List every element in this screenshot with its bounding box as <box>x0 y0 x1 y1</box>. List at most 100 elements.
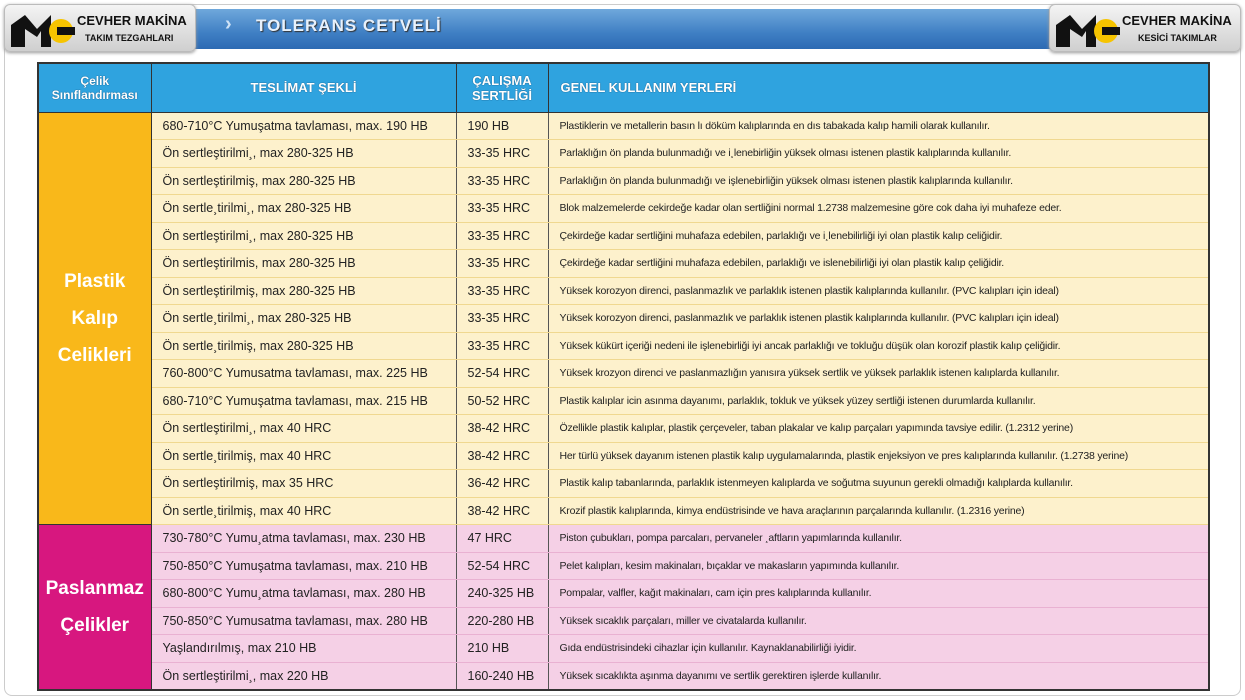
usage-cell: Çekirdeğe kadar sertliğini muhafaza edeb… <box>547 222 1209 250</box>
hardness-cell: 38-42 HRC <box>455 497 548 525</box>
delivery-cell: 750-850°C Yumuşatma tavlaması, max. 210 … <box>150 552 456 580</box>
table-row: 680-800°C Yumu¸atma tavlaması, max. 280 … <box>38 579 1209 608</box>
cevher-logo-icon <box>11 15 75 47</box>
logo-sub: KESİCİ TAKIMLAR <box>1138 33 1217 43</box>
usage-cell: Plastiklerin ve metallerin basın lı dökü… <box>547 112 1209 140</box>
delivery-cell: 680-710°C Yumuşatma tavlaması, max. 190 … <box>150 112 456 140</box>
usage-cell: Pompalar, valfler, kağıt makinaları, cam… <box>547 579 1209 608</box>
cevher-logo-icon <box>1056 15 1120 47</box>
delivery-cell: Ön sertle¸tirilmi¸, max 280-325 HB <box>150 304 456 333</box>
table-row: Ön sertle¸tirilmiş, max 40 HRC 38-42 HRC K… <box>38 497 1209 525</box>
hardness-cell: 33-35 HRC <box>455 167 548 195</box>
col-header-hardness: ÇALIŞMA SERTLİĞİ <box>455 62 549 113</box>
delivery-cell: 730-780°C Yumu¸atma tavlaması, max. 230 … <box>150 524 456 553</box>
usage-cell: Plastik kalıp tabanlarında, parlaklık is… <box>547 469 1209 498</box>
usage-cell: Krozif plastik kalıplarında, kimya endüs… <box>547 497 1209 525</box>
hardness-cell: 52-54 HRC <box>455 359 548 388</box>
usage-cell: Özellikle plastik kalıplar, plastik çerç… <box>547 414 1209 443</box>
delivery-cell: Ön sertle¸tirilmiş, max 40 HRC <box>150 442 456 470</box>
table-row: Ön sertleştirilmi¸, max 280-325 HB 33-35 … <box>38 139 1209 168</box>
logo-name: CEVHER MAKİNA <box>1122 13 1232 28</box>
table-row: Ön sertleştirilmiş, max 280-325 HB 33-35 … <box>38 167 1209 195</box>
table-row: Ön sertle¸tirilmi¸, max 280-325 HB 33-35 … <box>38 194 1209 223</box>
hardness-cell: 160-240 HB <box>455 662 548 690</box>
usage-cell: Yüksek sıcaklık parçaları, miller ve civ… <box>547 607 1209 635</box>
usage-cell: Pelet kalıpları, kesim makinaları, bıçak… <box>547 552 1209 580</box>
delivery-cell: Ön sertleştirilmi¸, max 280-325 HB <box>150 222 456 250</box>
usage-cell: Her türlü yüksek dayanım istenen plastik… <box>547 442 1209 470</box>
usage-cell: Parlaklığın ön planda bulunmadığı ve işl… <box>547 167 1209 195</box>
page-title: TOLERANS CETVELİ <box>256 16 442 35</box>
table-row: 680-710°C Yumuşatma tavlaması, max. 215 … <box>38 387 1209 415</box>
delivery-cell: 750-850°C Yumusatma tavlaması, max. 280 … <box>150 607 456 635</box>
title-bar: › TOLERANS CETVELİ <box>190 9 1050 49</box>
usage-cell: Çekirdeğe kadar sertliğini muhafaza edeb… <box>547 249 1209 278</box>
delivery-cell: 680-800°C Yumu¸atma tavlaması, max. 280 … <box>150 579 456 608</box>
hardness-cell: 33-35 HRC <box>455 304 548 333</box>
delivery-cell: Ön sertle¸tirilmiş, max 40 HRC <box>150 497 456 525</box>
table-row: 750-850°C Yumusatma tavlaması, max. 280 … <box>38 607 1209 635</box>
table-row: 760-800°C Yumusatma tavlaması, max. 225 … <box>38 359 1209 388</box>
hardness-cell: 33-35 HRC <box>455 194 548 223</box>
hardness-cell: 33-35 HRC <box>455 277 548 305</box>
delivery-cell: Ön sertleştirilmiş, max 280-325 HB <box>150 277 456 305</box>
delivery-cell: Yaşlandırılmış, max 210 HB <box>150 634 456 663</box>
delivery-cell: Ön sertleştirilmi¸, max 220 HB <box>150 662 456 690</box>
table-row: Plastik Kalıp Celikleri 680-710°C Yumuşat… <box>37 111 1209 525</box>
hardness-cell: 190 HB <box>455 112 548 140</box>
delivery-cell: Ön sertleştirilmis, max 280-325 HB <box>150 249 456 278</box>
hardness-cell: 220-280 HB <box>455 607 548 635</box>
hardness-cell: 36-42 HRC <box>455 469 548 498</box>
table-row: Ön sertleştirilmi¸, max 280-325 HB 33-35 … <box>38 222 1209 250</box>
hardness-cell: 47 HRC <box>455 524 548 553</box>
logo-right: CEVHER MAKİNA KESİCİ TAKIMLAR <box>1049 4 1241 52</box>
category-cell: Plastik Kalıp Celikleri <box>37 111 152 525</box>
table-row: Ön sertleştirilmiş, max 35 HRC 36-42 HRC P… <box>38 469 1209 498</box>
usage-cell: Yüksek kükürt içeriği nedeni ile işleneb… <box>547 332 1209 360</box>
delivery-cell: Ön sertle¸tirilmi¸, max 280-325 HB <box>150 194 456 223</box>
delivery-cell: Ön sertleştirilmi¸, max 40 HRC <box>150 414 456 443</box>
table-row: 750-850°C Yumuşatma tavlaması, max. 210 … <box>38 552 1209 580</box>
usage-cell: Yüksek korozyon direnci, paslanmazlık ve… <box>547 277 1209 305</box>
table-row: Paslanmaz Çelikler 730-780°C Yumu¸atma ta… <box>37 524 1209 690</box>
tolerance-table: Çelik Sınıflandırması TESLİMAT ŞEKLİ ÇAL… <box>37 62 1210 691</box>
usage-cell: Gıda endüstrisindeki cihazlar için kulla… <box>547 634 1209 663</box>
usage-cell: Yüksek korozyon direnci, paslanmazlık ve… <box>547 304 1209 333</box>
hardness-cell: 38-42 HRC <box>455 442 548 470</box>
usage-cell: Blok malzemelerde cekirdeğe kadar olan s… <box>547 194 1209 223</box>
usage-cell: Parlaklığın ön planda bulunmadığı ve i¸l… <box>547 139 1209 168</box>
delivery-cell: 680-710°C Yumuşatma tavlaması, max. 215 … <box>150 387 456 415</box>
delivery-cell: Ön sertleştirilmiş, max 35 HRC <box>150 469 456 498</box>
delivery-cell: Ön sertleştirilmi¸, max 280-325 HB <box>150 139 456 168</box>
hardness-cell: 240-325 HB <box>455 579 548 608</box>
delivery-cell: Ön sertle¸tirilmiş, max 280-325 HB <box>150 332 456 360</box>
col-header-delivery: TESLİMAT ŞEKLİ <box>150 62 457 113</box>
delivery-cell: Ön sertleştirilmiş, max 280-325 HB <box>150 167 456 195</box>
table-row: Ön sertle¸tirilmiş, max 280-325 HB 33-35 … <box>38 332 1209 360</box>
usage-cell: Yüksek sıcaklıkta aşınma dayanımı ve ser… <box>547 662 1209 690</box>
table-row: Ön sertleştirilmis, max 280-325 HB 33-35 … <box>38 249 1209 278</box>
table-row: Ön sertleştirilmi¸, max 40 HRC 38-42 HRC Ö… <box>38 414 1209 443</box>
table-row: Ön sertleştirilmi¸, max 220 HB 160-240 HB… <box>38 662 1209 690</box>
hardness-cell: 33-35 HRC <box>455 139 548 168</box>
category-cell: Paslanmaz Çelikler <box>37 524 152 690</box>
table-row: Yaşlandırılmış, max 210 HB 210 HB Gıda end… <box>38 634 1209 663</box>
col-header-usage: GENEL KULLANIM YERLERİ <box>547 62 1210 113</box>
usage-cell: Yüksek krozyon direnci ve paslanmazlığın… <box>547 359 1209 388</box>
table-row: Ön sertle¸tirilmi¸, max 280-325 HB 33-35 … <box>38 304 1209 333</box>
col-header-class: Çelik Sınıflandırması <box>37 62 152 113</box>
hardness-cell: 33-35 HRC <box>455 332 548 360</box>
logo-name: CEVHER MAKİNA <box>77 13 187 28</box>
logo-sub: TAKIM TEZGAHLARI <box>85 33 174 43</box>
hardness-cell: 38-42 HRC <box>455 414 548 443</box>
usage-cell: Piston çubukları, pompa parcaları, perva… <box>547 524 1209 553</box>
hardness-cell: 33-35 HRC <box>455 249 548 278</box>
hardness-cell: 33-35 HRC <box>455 222 548 250</box>
table-row: Ön sertleştirilmiş, max 280-325 HB 33-35 … <box>38 277 1209 305</box>
usage-cell: Plastik kalıplar icin asınma dayanımı, p… <box>547 387 1209 415</box>
hardness-cell: 50-52 HRC <box>455 387 548 415</box>
table-row: Ön sertle¸tirilmiş, max 40 HRC 38-42 HRC H… <box>38 442 1209 470</box>
hardness-cell: 210 HB <box>455 634 548 663</box>
chevron-right-icon: › <box>225 13 232 35</box>
delivery-cell: 760-800°C Yumusatma tavlaması, max. 225 … <box>150 359 456 388</box>
